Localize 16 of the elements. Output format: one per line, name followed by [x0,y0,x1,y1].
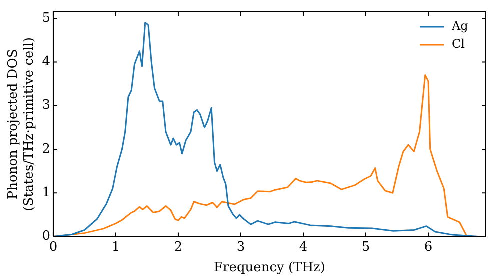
legend-label: Cl [452,37,466,52]
x-tick-label: 6 [424,240,433,255]
x-tick-label: 2 [174,240,183,255]
y-tick-label: 5 [42,10,50,26]
y-tick-label: 2 [42,142,50,157]
x-tick-label: 3 [236,240,246,255]
y-tick-label: 0 [42,229,50,244]
y-tick-label: 4 [42,54,50,70]
x-tick-label: 4 [299,240,308,255]
x-tick-label: 1 [112,240,120,255]
legend-label: Ag [451,19,469,34]
y-tick-label: 3 [42,98,50,114]
x-tick-label: 5 [362,240,370,255]
y-tick-label: 1 [42,186,50,201]
x-axis-title: Frequency (THz) [214,260,326,276]
y-axis-title: Phonon projected DOS (States/THz·primitive cell) [6,37,37,212]
